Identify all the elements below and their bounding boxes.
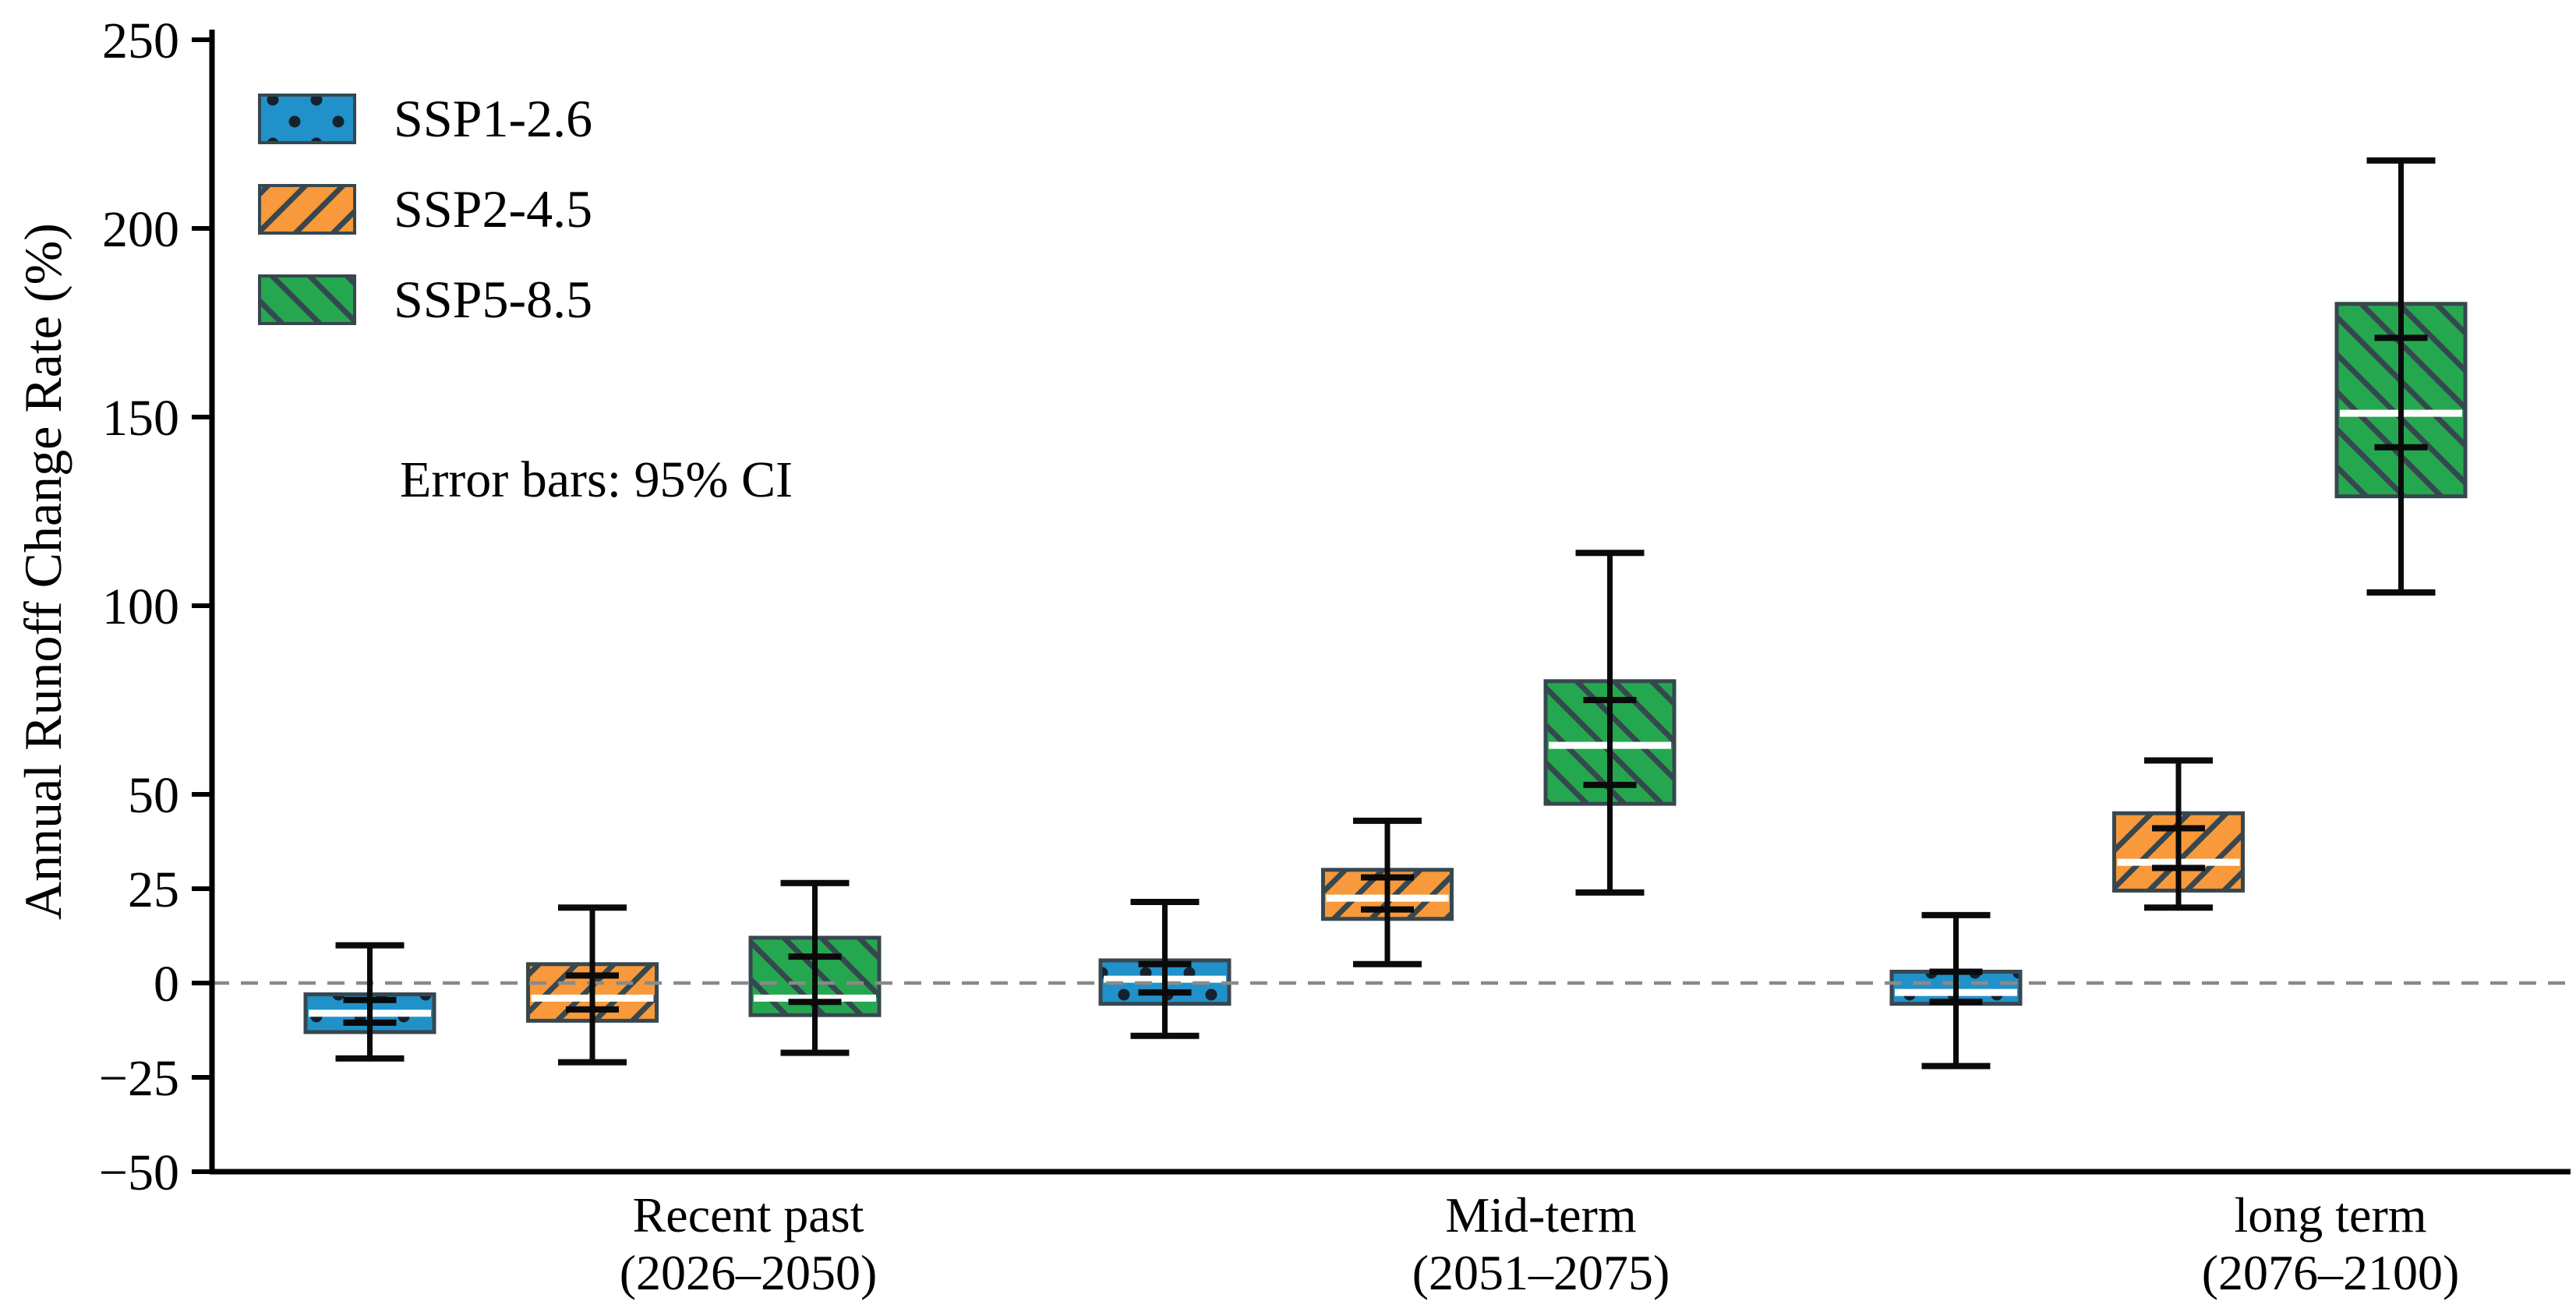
x-label-mid-term-years: (2051–2075) [1412,1245,1670,1300]
whiskers-layer [335,157,2436,1070]
legend-item-ssp2: SSP2-4.5 [258,179,592,239]
y-axis-title: Annual Runoff Change Rate (%) [13,223,72,920]
y-tick-label-25: 25 [128,861,179,918]
whisker-SSP1-2.6-group3 [1921,911,1991,1070]
whisker-SSP5-8.5-group1 [780,879,850,1056]
legend-item-ssp1: SSP1-2.6 [258,89,592,148]
y-tick-label-50: 50 [128,767,179,824]
y-tick-label--50: −50 [99,1144,179,1201]
y-tick-label--25: −25 [99,1050,179,1107]
legend-swatch-ssp1-dotted-icon [258,94,356,144]
y-tick-label-150: 150 [102,390,179,447]
error-bars-note: Error bars: 95% CI [400,451,793,508]
y-tick-label-100: 100 [102,578,179,635]
x-axis-labels: Recent past (2026–2050) Mid-term (2051–2… [620,1187,2460,1300]
legend-label-ssp5: SSP5-8.5 [394,270,592,329]
y-tick-label-200: 200 [102,201,179,258]
x-label-long-term: long term [2234,1187,2426,1243]
whisker-SSP1-2.6-group1 [335,942,405,1062]
whisker-SSP5-8.5-group3 [2366,157,2436,596]
x-label-mid-term: Mid-term [1445,1187,1636,1243]
legend-swatch-ssp2-hatched-icon [258,184,356,235]
y-tick-label-250: 250 [102,12,179,69]
legend-label-ssp2: SSP2-4.5 [394,179,592,239]
y-tick-label-0: 0 [154,956,179,1013]
legend-swatch-ssp5-hatched-icon [258,274,356,325]
x-label-recent-past-years: (2026–2050) [620,1245,878,1300]
whisker-SSP1-2.6-group2 [1130,898,1200,1039]
x-label-long-term-years: (2076–2100) [2202,1245,2460,1300]
x-label-recent-past: Recent past [633,1187,864,1243]
whisker-SSP2-4.5-group2 [1353,817,1422,967]
legend: SSP1-2.6 SSP2-4.5 SSP5-8.5 [258,89,592,329]
whisker-SSP5-8.5-group2 [1575,550,1645,896]
whisker-SSP2-4.5-group1 [558,904,627,1066]
legend-label-ssp1: SSP1-2.6 [394,89,592,148]
legend-item-ssp5: SSP5-8.5 [258,270,592,329]
whisker-SSP2-4.5-group3 [2144,757,2213,911]
